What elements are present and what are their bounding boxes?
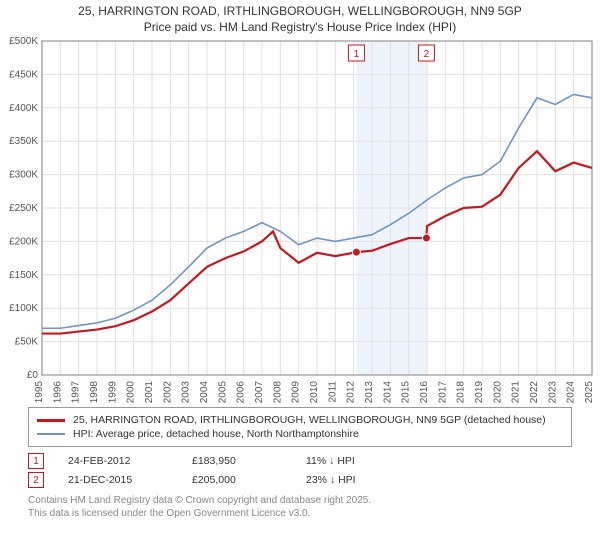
legend-swatch-property: [37, 419, 65, 422]
svg-text:£150K: £150K: [9, 270, 38, 281]
marker-box-2: 2: [28, 472, 44, 488]
tx-date: 21-DEC-2015: [68, 474, 168, 486]
svg-text:2007: 2007: [254, 381, 265, 404]
svg-text:£300K: £300K: [9, 170, 38, 181]
svg-text:2019: 2019: [474, 381, 485, 404]
svg-text:2022: 2022: [529, 381, 540, 404]
legend-row-property: 25, HARRINGTON ROAD, IRTHLINGBOROUGH, WE…: [37, 414, 563, 426]
legend-label-hpi: HPI: Average price, detached house, Nort…: [73, 428, 359, 440]
legend-label-property: 25, HARRINGTON ROAD, IRTHLINGBOROUGH, WE…: [73, 414, 546, 426]
chart-area: £0 £50K £100K £150K £200K £250K £300K £350K £400…: [0, 35, 600, 405]
svg-text:2014: 2014: [382, 381, 393, 404]
svg-text:2011: 2011: [327, 381, 338, 403]
svg-text:£200K: £200K: [9, 237, 38, 248]
marker-num: 2: [33, 475, 39, 486]
tx-date: 24-FEB-2012: [68, 455, 168, 467]
svg-text:2: 2: [424, 49, 430, 60]
svg-text:2003: 2003: [181, 381, 192, 404]
attribution-line2: This data is licensed under the Open Gov…: [28, 507, 572, 520]
svg-text:2023: 2023: [547, 381, 558, 404]
svg-text:2021: 2021: [511, 381, 522, 404]
svg-text:2010: 2010: [309, 381, 320, 404]
svg-text:2015: 2015: [401, 381, 412, 404]
legend: 25, HARRINGTON ROAD, IRTHLINGBOROUGH, WE…: [28, 407, 572, 447]
tx-price: £205,000: [192, 474, 282, 486]
svg-text:2016: 2016: [419, 381, 430, 404]
svg-text:2009: 2009: [291, 381, 302, 404]
svg-text:£250K: £250K: [9, 203, 38, 214]
svg-text:2025: 2025: [584, 381, 595, 404]
marker-num: 1: [33, 456, 39, 467]
svg-text:1996: 1996: [52, 381, 63, 404]
svg-text:2018: 2018: [456, 381, 467, 404]
line-chart-svg: £0 £50K £100K £150K £200K £250K £300K £350K £400…: [0, 35, 600, 405]
svg-text:2008: 2008: [272, 381, 283, 404]
svg-text:2002: 2002: [162, 381, 173, 404]
marker-box-1: 1: [28, 453, 44, 469]
svg-text:1: 1: [354, 49, 360, 60]
svg-text:2000: 2000: [126, 381, 137, 404]
svg-text:1999: 1999: [107, 381, 118, 404]
tx-delta: 23% ↓ HPI: [306, 474, 426, 486]
attribution: Contains HM Land Registry data © Crown c…: [28, 494, 572, 520]
svg-text:£400K: £400K: [9, 103, 38, 114]
transaction-row: 1 24-FEB-2012 £183,950 11% ↓ HPI: [28, 453, 572, 469]
svg-text:2005: 2005: [217, 381, 228, 404]
svg-text:£500K: £500K: [9, 36, 38, 47]
svg-text:2001: 2001: [144, 381, 155, 404]
svg-text:2012: 2012: [346, 381, 357, 404]
svg-text:1998: 1998: [89, 381, 100, 404]
legend-row-hpi: HPI: Average price, detached house, Nort…: [37, 428, 563, 440]
chart-title: 25, HARRINGTON ROAD, IRTHLINGBOROUGH, WE…: [0, 0, 600, 35]
svg-text:£100K: £100K: [9, 303, 38, 314]
title-line1: 25, HARRINGTON ROAD, IRTHLINGBOROUGH, WE…: [10, 4, 590, 20]
svg-text:£0: £0: [27, 370, 39, 381]
tx-delta: 11% ↓ HPI: [306, 455, 426, 467]
svg-text:1997: 1997: [71, 381, 82, 404]
svg-text:2004: 2004: [199, 381, 210, 404]
svg-text:1995: 1995: [34, 381, 45, 404]
svg-text:£450K: £450K: [9, 70, 38, 81]
svg-text:2020: 2020: [492, 381, 503, 404]
transactions-table: 1 24-FEB-2012 £183,950 11% ↓ HPI 2 21-DE…: [28, 453, 572, 488]
transaction-row: 2 21-DEC-2015 £205,000 23% ↓ HPI: [28, 472, 572, 488]
svg-text:£350K: £350K: [9, 136, 38, 147]
svg-text:2024: 2024: [566, 381, 577, 404]
svg-text:2013: 2013: [364, 381, 375, 404]
attribution-line1: Contains HM Land Registry data © Crown c…: [28, 494, 572, 507]
title-line2: Price paid vs. HM Land Registry's House …: [10, 20, 590, 36]
svg-text:2017: 2017: [437, 381, 448, 404]
svg-text:2006: 2006: [236, 381, 247, 404]
tx-price: £183,950: [192, 455, 282, 467]
legend-swatch-hpi: [37, 433, 65, 435]
svg-text:£50K: £50K: [15, 337, 39, 348]
